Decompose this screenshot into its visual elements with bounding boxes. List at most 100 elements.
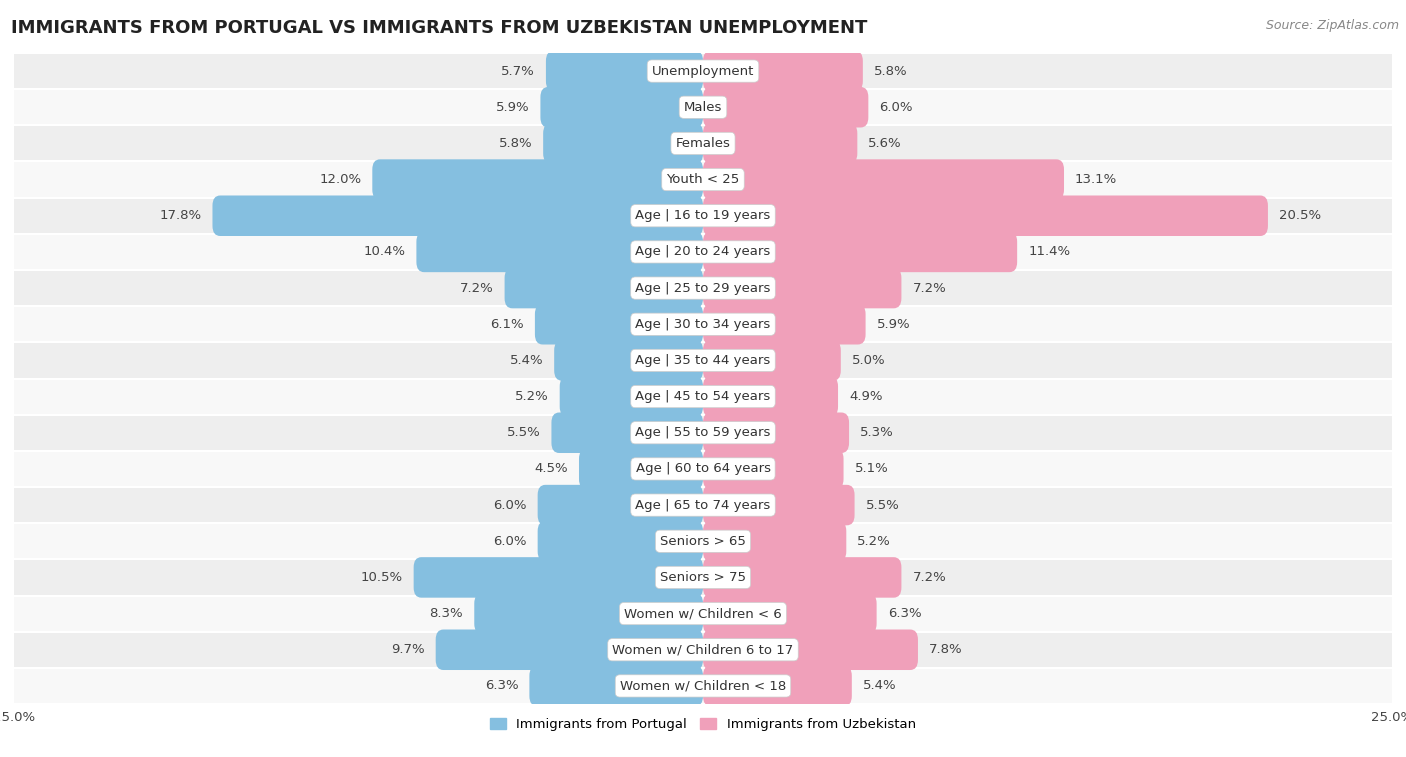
Text: 5.0%: 5.0% [852,354,886,367]
Text: Women w/ Children < 18: Women w/ Children < 18 [620,680,786,693]
FancyBboxPatch shape [505,268,703,308]
Text: 6.3%: 6.3% [485,680,519,693]
FancyBboxPatch shape [543,123,703,164]
Bar [14,378,1392,415]
Text: Age | 16 to 19 years: Age | 16 to 19 years [636,209,770,223]
FancyBboxPatch shape [413,557,703,598]
Text: 12.0%: 12.0% [319,173,361,186]
FancyBboxPatch shape [560,376,703,417]
Text: Source: ZipAtlas.com: Source: ZipAtlas.com [1265,19,1399,32]
Text: 10.5%: 10.5% [360,571,402,584]
Text: Males: Males [683,101,723,114]
FancyBboxPatch shape [703,665,852,706]
Text: 5.6%: 5.6% [869,137,903,150]
Bar [14,306,1392,342]
Text: 17.8%: 17.8% [159,209,201,223]
Text: 4.5%: 4.5% [534,463,568,475]
Text: 5.2%: 5.2% [515,390,548,403]
Text: 4.9%: 4.9% [849,390,883,403]
FancyBboxPatch shape [703,123,858,164]
Text: 6.0%: 6.0% [879,101,912,114]
Text: Age | 60 to 64 years: Age | 60 to 64 years [636,463,770,475]
Text: 5.1%: 5.1% [855,463,889,475]
Text: 5.9%: 5.9% [876,318,910,331]
Bar [14,487,1392,523]
Bar [14,234,1392,270]
Bar [14,270,1392,306]
Bar [14,126,1392,161]
Text: 8.3%: 8.3% [430,607,463,620]
FancyBboxPatch shape [474,593,703,634]
Text: Age | 45 to 54 years: Age | 45 to 54 years [636,390,770,403]
FancyBboxPatch shape [703,87,869,127]
Text: Youth < 25: Youth < 25 [666,173,740,186]
FancyBboxPatch shape [703,521,846,562]
Text: 5.9%: 5.9% [496,101,530,114]
Text: 10.4%: 10.4% [363,245,405,258]
Text: 11.4%: 11.4% [1028,245,1070,258]
Text: 7.2%: 7.2% [460,282,494,294]
FancyBboxPatch shape [703,376,838,417]
Bar [14,559,1392,596]
Text: Age | 55 to 59 years: Age | 55 to 59 years [636,426,770,439]
Text: 9.7%: 9.7% [391,643,425,656]
Text: Age | 25 to 29 years: Age | 25 to 29 years [636,282,770,294]
FancyBboxPatch shape [703,484,855,525]
Bar [14,451,1392,487]
FancyBboxPatch shape [537,484,703,525]
FancyBboxPatch shape [537,521,703,562]
Bar [14,523,1392,559]
Text: Women w/ Children < 6: Women w/ Children < 6 [624,607,782,620]
Text: 5.5%: 5.5% [866,499,900,512]
Bar [14,53,1392,89]
Legend: Immigrants from Portugal, Immigrants from Uzbekistan: Immigrants from Portugal, Immigrants fro… [485,713,921,737]
Text: 7.2%: 7.2% [912,571,946,584]
Bar [14,415,1392,451]
Text: 5.2%: 5.2% [858,534,891,548]
Text: IMMIGRANTS FROM PORTUGAL VS IMMIGRANTS FROM UZBEKISTAN UNEMPLOYMENT: IMMIGRANTS FROM PORTUGAL VS IMMIGRANTS F… [11,19,868,37]
Text: Unemployment: Unemployment [652,64,754,77]
Text: 5.3%: 5.3% [860,426,894,439]
FancyBboxPatch shape [416,232,703,273]
FancyBboxPatch shape [436,630,703,670]
Text: Females: Females [675,137,731,150]
FancyBboxPatch shape [703,630,918,670]
Text: Seniors > 75: Seniors > 75 [659,571,747,584]
Text: 5.7%: 5.7% [501,64,534,77]
FancyBboxPatch shape [554,340,703,381]
FancyBboxPatch shape [551,413,703,453]
Text: 13.1%: 13.1% [1076,173,1118,186]
FancyBboxPatch shape [703,593,876,634]
FancyBboxPatch shape [703,449,844,489]
Text: 5.4%: 5.4% [509,354,543,367]
Text: Women w/ Children 6 to 17: Women w/ Children 6 to 17 [613,643,793,656]
Bar [14,198,1392,234]
FancyBboxPatch shape [703,159,1064,200]
FancyBboxPatch shape [703,557,901,598]
Bar [14,668,1392,704]
FancyBboxPatch shape [579,449,703,489]
FancyBboxPatch shape [703,413,849,453]
Text: 6.0%: 6.0% [494,534,527,548]
FancyBboxPatch shape [373,159,703,200]
FancyBboxPatch shape [546,51,703,92]
Text: Age | 30 to 34 years: Age | 30 to 34 years [636,318,770,331]
FancyBboxPatch shape [703,340,841,381]
Text: 5.5%: 5.5% [506,426,540,439]
Text: Age | 35 to 44 years: Age | 35 to 44 years [636,354,770,367]
FancyBboxPatch shape [703,51,863,92]
Text: 5.8%: 5.8% [875,64,907,77]
Bar [14,631,1392,668]
Text: 7.8%: 7.8% [929,643,963,656]
Text: Age | 65 to 74 years: Age | 65 to 74 years [636,499,770,512]
FancyBboxPatch shape [703,232,1017,273]
Bar [14,342,1392,378]
FancyBboxPatch shape [534,304,703,344]
Text: 6.1%: 6.1% [491,318,524,331]
Text: 5.4%: 5.4% [863,680,897,693]
Bar [14,89,1392,126]
Text: Seniors > 65: Seniors > 65 [659,534,747,548]
Bar [14,596,1392,631]
Text: 5.8%: 5.8% [499,137,531,150]
Bar [14,161,1392,198]
